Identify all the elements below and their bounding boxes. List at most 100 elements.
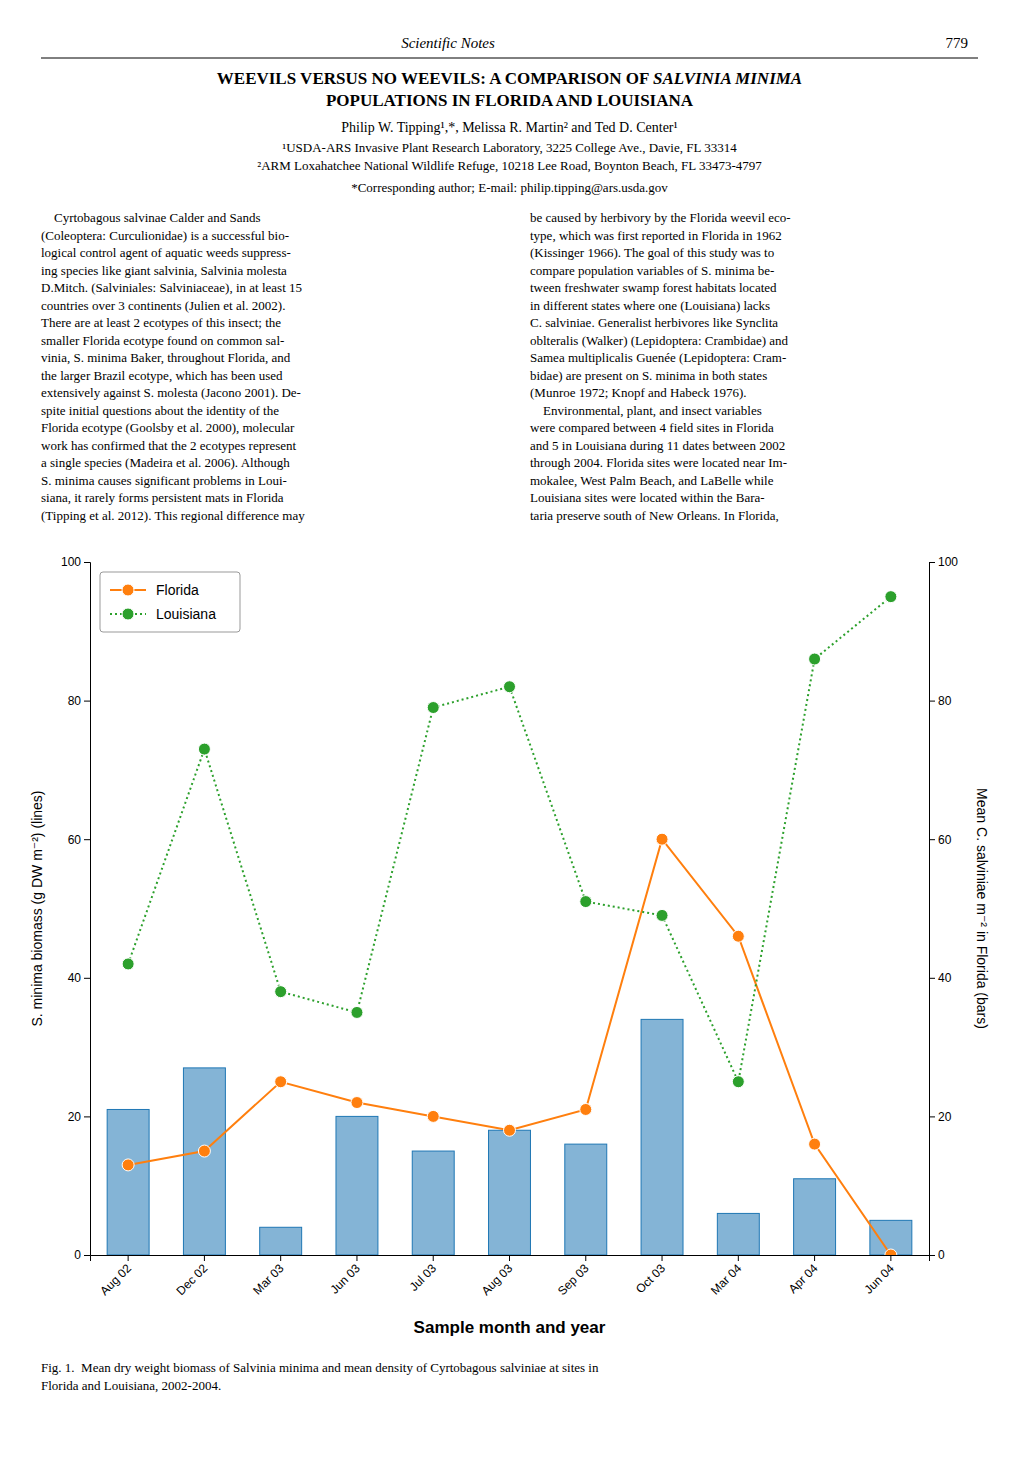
y2-axis: 020406080100 — [929, 555, 958, 1262]
legend-item: Louisiana — [110, 606, 216, 622]
bar — [183, 1068, 225, 1255]
bar — [489, 1130, 531, 1255]
y-axis-title: S. minima biomass (g DW m⁻²) (lines) — [29, 790, 45, 1026]
tick-mark — [929, 701, 935, 702]
paragraph-line: be caused by herbivory by the Florida we… — [530, 210, 791, 225]
tick-mark — [84, 701, 90, 702]
paragraph-line: spite initial questions about the identi… — [41, 403, 279, 418]
tick: 0 — [74, 1248, 90, 1262]
tick-mark — [128, 1255, 129, 1261]
y2-axis-title: Mean C. salviniae m⁻² in Florida (bars) — [974, 788, 990, 1029]
title-italic: SALVINIA MINIMA — [653, 69, 802, 88]
tick-label: 0 — [74, 1248, 81, 1262]
paragraph-line: extensively against S. molesta (Jacono 2… — [41, 385, 301, 400]
point — [885, 591, 897, 603]
tick: Jun 04 — [861, 1255, 897, 1297]
point — [427, 702, 439, 714]
tick-mark — [204, 1255, 205, 1261]
paragraph-line: compare population variables of S. minim… — [530, 263, 774, 278]
paragraph-line: in different states where one (Louisiana… — [530, 298, 770, 313]
legend-label: Florida — [156, 582, 199, 598]
bar — [717, 1213, 759, 1255]
tick-mark — [929, 562, 935, 563]
legend-frame — [100, 572, 240, 632]
bar-series — [107, 1019, 912, 1255]
bar — [107, 1109, 149, 1255]
point — [504, 1124, 516, 1136]
tick-label: Mar 03 — [250, 1261, 287, 1298]
tick: Jul 03 — [407, 1255, 440, 1294]
tick: 80 — [929, 694, 952, 708]
tick-mark — [929, 1116, 935, 1117]
paragraph-line: Cyrtobagous salvinae Calder and Sands — [41, 210, 261, 225]
header-rule — [41, 58, 978, 59]
point — [351, 1097, 363, 1109]
header-title: Scientific Notes — [401, 35, 495, 51]
line-series — [122, 833, 897, 1255]
title-line: WEEVILS VERSUS NO WEEVILS: A COMPARISON … — [217, 69, 802, 88]
affiliation: ²ARM Loxahatchee National Wildlife Refug… — [257, 158, 762, 173]
paragraph-line: smaller Florida ecotype found on common … — [41, 333, 284, 348]
legend-label: Louisiana — [156, 606, 216, 622]
tick-mark — [84, 978, 90, 979]
text-panel: Scientific Notes779WEEVILS VERSUS NO WEE… — [41, 35, 978, 523]
tick-label: Jun 04 — [861, 1261, 897, 1297]
point — [885, 1249, 897, 1255]
affiliation: ¹USDA-ARS Invasive Plant Research Labora… — [282, 140, 737, 155]
paragraph-line: countries over 3 continents (Julien et a… — [41, 298, 285, 313]
x-axis: Aug 02Dec 02Mar 03Jun 03Jul 03Aug 03Sep … — [91, 1255, 930, 1298]
paragraph-line: bidae) are present on S. minima in both … — [530, 368, 767, 383]
tick-mark — [662, 1255, 663, 1261]
paragraph-line: type, which was first reported in Florid… — [530, 228, 782, 243]
legend-marker — [122, 584, 134, 596]
point — [732, 1076, 744, 1088]
bar — [412, 1151, 454, 1255]
point — [656, 833, 668, 845]
paragraph-line: Florida ecotype (Goolsby et al. 2000), m… — [41, 420, 295, 435]
paragraph-line: siana, it rarely forms persistent mats i… — [41, 490, 284, 505]
tick: Jun 03 — [328, 1255, 364, 1297]
line — [128, 597, 891, 1082]
paragraph-line: Environmental, plant, and insect variabl… — [530, 403, 762, 418]
paragraph-line: mokalee, West Palm Beach, and LaBelle wh… — [530, 473, 774, 488]
tick-label: 40 — [68, 971, 82, 985]
tick: Aug 02 — [97, 1255, 134, 1298]
point — [732, 930, 744, 942]
title-line2: POPULATIONS IN FLORIDA AND LOUISIANA — [326, 91, 694, 110]
tick-mark — [738, 1255, 739, 1261]
paragraph-line: Louisiana sites were located within the … — [530, 490, 765, 505]
tick: 20 — [929, 1110, 952, 1124]
point — [275, 986, 287, 998]
paragraph-line: vinia, S. minima Baker, throughout Flori… — [41, 350, 291, 365]
line-series — [122, 591, 897, 1088]
paragraph-line: through 2004. Florida sites were located… — [530, 455, 787, 470]
bar — [565, 1144, 607, 1255]
point — [809, 1138, 821, 1150]
paragraph-line: C. salviniae. Generalist herbivores like… — [530, 315, 778, 330]
tick-mark — [929, 839, 935, 840]
point — [122, 958, 134, 970]
caption-line: Fig. 1. Mean dry weight biomass of Salvi… — [41, 1360, 599, 1375]
tick-label: Mar 04 — [708, 1261, 745, 1298]
tick: 20 — [68, 1110, 90, 1124]
tick: Dec 02 — [174, 1255, 211, 1298]
axis-line — [91, 1256, 930, 1262]
paragraph-line: oblteralis (Walker) (Lepidoptera: Crambi… — [530, 333, 789, 348]
tick-label: Sep 03 — [555, 1261, 592, 1298]
tick-mark — [356, 1255, 357, 1261]
paragraph-line: and 5 in Louisiana during 11 dates betwe… — [530, 438, 785, 453]
tick: 60 — [929, 833, 952, 847]
tick-mark — [585, 1255, 586, 1261]
paragraph-line: (Kissinger 1966). The goal of this study… — [530, 245, 774, 260]
axis-line — [930, 563, 936, 1256]
tick-label: 20 — [68, 1110, 82, 1124]
tick-label: 100 — [61, 555, 81, 569]
tick-label: 0 — [938, 1248, 945, 1262]
x-axis-title: Sample month and year — [414, 1318, 606, 1337]
title-normal: WEEVILS VERSUS NO WEEVILS: A COMPARISON … — [217, 69, 653, 88]
legend: Florida Louisiana — [100, 572, 240, 632]
tick-label: 80 — [68, 694, 82, 708]
paragraph-line: (Tipping et al. 2012). This regional dif… — [41, 508, 305, 523]
authors: Philip W. Tipping¹,*, Melissa R. Martin²… — [341, 120, 677, 135]
paragraph-line: logical control agent of aquatic weeds s… — [41, 245, 291, 260]
